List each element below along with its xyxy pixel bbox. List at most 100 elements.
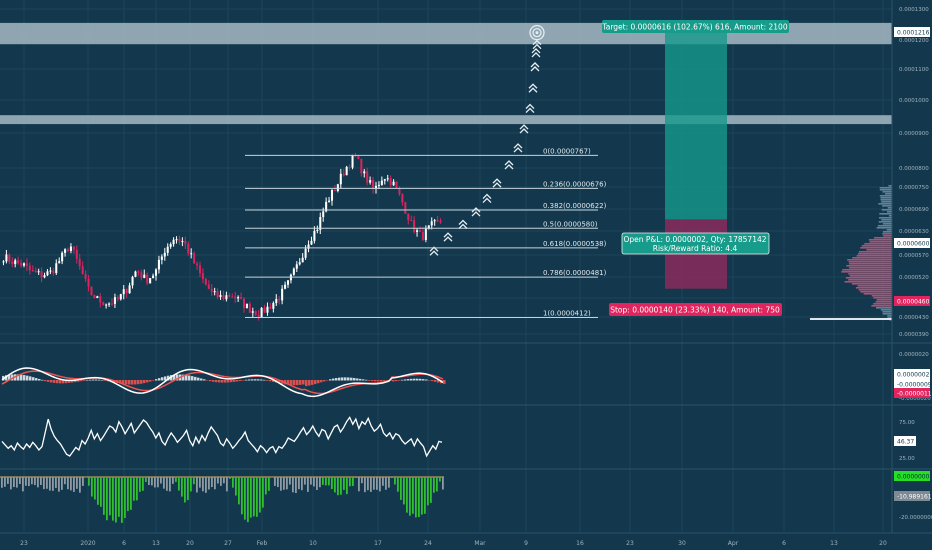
macd-histogram-bar (371, 380, 374, 382)
oscillator-bar (199, 477, 201, 488)
oscillator-bar (145, 477, 147, 482)
candle-body (64, 249, 67, 253)
macd-histogram-bar (218, 380, 221, 383)
macd-histogram-bar (302, 380, 305, 385)
oscillator-bar (430, 477, 432, 503)
oscillator-bar (229, 477, 231, 479)
y-tick-label: 0.0001200 (899, 38, 929, 44)
candle-body (210, 288, 213, 292)
macd-histogram-bar (323, 380, 326, 382)
candle-body (190, 253, 193, 255)
macd-histogram-bar (341, 377, 344, 381)
rsi-line (1, 416, 443, 458)
candle-body (11, 261, 14, 265)
macd-value-label: 0.0000002 (897, 372, 930, 379)
macd-histogram-bar (308, 380, 311, 386)
price-label-box (894, 296, 930, 306)
candle-body (439, 220, 442, 223)
volume-profile-bar (860, 291, 892, 293)
oscillator-bar (112, 477, 114, 521)
oscillator-bar (115, 477, 117, 523)
macd-histogram-bar (362, 379, 365, 381)
macd-histogram-bar (224, 380, 227, 383)
candle-body (240, 297, 243, 299)
volume-profile-bar (842, 269, 892, 271)
oscillator-bar (379, 477, 381, 492)
volume-profile-bar (882, 311, 892, 313)
fibonacci-retracement[interactable]: 0(0.0000767) 0.236(0.0000676) 0.382(0.0000… (245, 147, 607, 318)
candle-body (395, 181, 398, 189)
macd-histogram-bar (149, 380, 152, 382)
oscillator-bar (403, 477, 405, 505)
macd-histogram-bar (89, 379, 92, 381)
oscillator-bar (190, 477, 192, 492)
volume-profile-bar (878, 203, 892, 205)
candle-body (286, 280, 290, 285)
candle-body (266, 306, 269, 313)
oscillator-bar (160, 477, 162, 484)
oscillator-bar (319, 477, 321, 488)
macd-histogram-bar (398, 380, 401, 381)
macd-histogram-bar (83, 380, 86, 381)
time-axis[interactable]: 23 2020 6 13 20 27 Feb 10 17 24 Mar 9 16 23 30 Apr 6 13 20 (20, 540, 887, 547)
macd-histogram-bar (401, 379, 404, 381)
volume-profile-bar (879, 187, 892, 189)
volume-profile-bar (855, 287, 892, 289)
macd-histogram-bar (245, 379, 248, 381)
volume-profile-bar (875, 301, 892, 303)
macd-histogram-bar (365, 379, 368, 381)
volume-profile-bar (876, 307, 892, 309)
oscillator-bar (247, 477, 249, 523)
macd-histogram-bar (359, 378, 362, 381)
oscillator-bar (82, 477, 84, 486)
macd-histogram-bar (416, 378, 419, 381)
candle-body (421, 232, 424, 240)
macd-histogram-bar (419, 378, 422, 381)
macd-histogram-bar (326, 380, 329, 381)
oscillator-bar (25, 477, 27, 486)
candle-body (377, 184, 380, 186)
candle-body (172, 239, 175, 245)
oscillator-bar (88, 477, 90, 486)
price-axis[interactable]: 0.0001300 0.0001200 0.0001100 0.0001000 0.00… (894, 7, 932, 521)
macd-histogram-bar (59, 380, 62, 384)
projection-chevron (525, 103, 535, 114)
oscillator-bar (421, 477, 423, 515)
price-label-box (894, 27, 930, 37)
oscillator-bar (217, 477, 219, 484)
candle-body (374, 185, 378, 189)
macd-histogram-bar (17, 374, 20, 381)
macd-line (1, 367, 444, 398)
oscillator-bar (274, 477, 276, 486)
projection-chevron (443, 232, 453, 242)
oscillator-bar (16, 477, 18, 488)
oscillator-bar (262, 477, 264, 508)
projection-chevron (504, 160, 514, 170)
volume-profile-bar (849, 263, 892, 265)
candle-body (292, 268, 295, 275)
oscillator-bar (331, 477, 333, 490)
oscillator-bar (151, 477, 153, 486)
macd-histogram-bar (428, 380, 431, 381)
oscillator-bar (169, 477, 171, 492)
candle-body (152, 275, 155, 279)
oscillator-bar (307, 477, 309, 492)
macd-histogram-bar (425, 379, 428, 381)
oscillator-bar (10, 477, 12, 490)
x-tick-label: Feb (257, 540, 268, 547)
oscillator-bar (310, 477, 312, 485)
volume-profile-bar (879, 189, 892, 191)
volume-profile-bar (881, 219, 892, 221)
macd-histogram-bar (152, 380, 155, 381)
target-marker-dot (535, 31, 539, 35)
long-position-tool[interactable] (665, 22, 727, 289)
volume-profile (810, 185, 892, 321)
oscillator-bar (109, 477, 111, 516)
macd-histogram-bar (377, 380, 380, 382)
price-label: 0.0000600 (897, 241, 930, 248)
volume-profile-bar (858, 251, 892, 253)
x-tick-label: 17 (374, 540, 382, 547)
x-tick-label: 16 (576, 540, 584, 547)
projection-chevron (471, 207, 481, 217)
